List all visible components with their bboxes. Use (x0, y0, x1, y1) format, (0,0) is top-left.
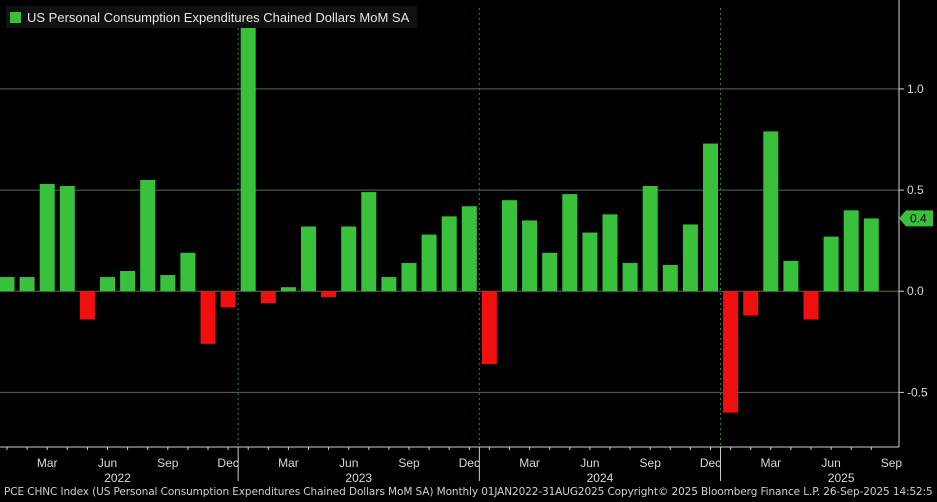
bar (562, 194, 578, 292)
bar (642, 186, 658, 292)
last-value-tag (899, 210, 933, 227)
bar (321, 291, 337, 298)
x-tick-label: Mar (37, 456, 58, 470)
bar (703, 143, 718, 292)
bar (522, 220, 538, 292)
x-tick-label: Mar (278, 456, 299, 470)
bar (441, 216, 457, 292)
year-label: 2022 (104, 471, 131, 485)
bar (280, 287, 296, 292)
bar (803, 291, 819, 320)
bar (502, 200, 517, 292)
x-tick-label: Sep (640, 456, 662, 470)
last-value-label: 0.4 (910, 211, 927, 225)
bar (582, 232, 598, 292)
x-tick-label: Mar (519, 456, 540, 470)
bar (662, 264, 678, 292)
y-tick-label: 0.5 (907, 183, 924, 197)
bars (0, 26, 879, 413)
bar (401, 262, 417, 292)
bar (0, 277, 15, 292)
x-tick-label: Dec (459, 456, 480, 470)
year-label: 2023 (345, 471, 372, 485)
x-tick-label: Dec (217, 456, 238, 470)
bar (622, 262, 638, 292)
bar (180, 252, 196, 292)
x-tick-label: Mar (760, 456, 781, 470)
bar (19, 277, 35, 292)
bar (361, 192, 377, 292)
x-tick-label: Jun (339, 456, 358, 470)
bar (120, 270, 136, 292)
bar (863, 218, 879, 292)
bar (542, 252, 558, 292)
bar (481, 291, 497, 365)
bar (461, 206, 477, 292)
bar (381, 277, 397, 292)
x-tick-label: Jun (821, 456, 840, 470)
legend-swatch (10, 11, 21, 23)
axes: -0.5 0.0 0.5 1.0 Mar Jun Sep Dec Mar Jun Sep Dec Mar… (0, 0, 933, 485)
bar (140, 179, 156, 292)
x-tick-label: Dec (700, 456, 721, 470)
bar (100, 277, 115, 292)
chart-title: US Personal Consumption Expenditures Cha… (27, 9, 410, 25)
x-tick-label: Sep (398, 456, 420, 470)
bar (823, 236, 839, 292)
bar (783, 260, 799, 292)
y-tick-label: 1.0 (907, 82, 924, 96)
bar (260, 291, 276, 304)
year-label: 2025 (828, 471, 855, 485)
bar (220, 291, 236, 308)
bar (200, 291, 216, 344)
year-label: 2024 (587, 471, 614, 485)
bar (39, 184, 55, 292)
x-tick-label: Sep (881, 456, 903, 470)
x-tick-label: Jun (98, 456, 117, 470)
x-tick-label: Jun (580, 456, 599, 470)
bar (160, 275, 176, 292)
footer-source: PCE CHNC Index (US Personal Consumption … (4, 486, 933, 498)
bar (682, 224, 698, 292)
bar (743, 291, 759, 316)
bar (421, 234, 437, 292)
y-tick-label: -0.5 (907, 385, 928, 399)
bar (602, 214, 618, 292)
bar (763, 131, 779, 292)
bar (723, 291, 739, 413)
y-tick-label: 0.0 (907, 284, 924, 298)
bar (79, 291, 95, 320)
bar (843, 210, 859, 292)
legend: US Personal Consumption Expenditures Cha… (6, 6, 418, 28)
bar (240, 26, 256, 292)
bar (59, 186, 75, 292)
bar (341, 226, 357, 292)
x-tick-label: Sep (157, 456, 179, 470)
bar (301, 226, 316, 292)
